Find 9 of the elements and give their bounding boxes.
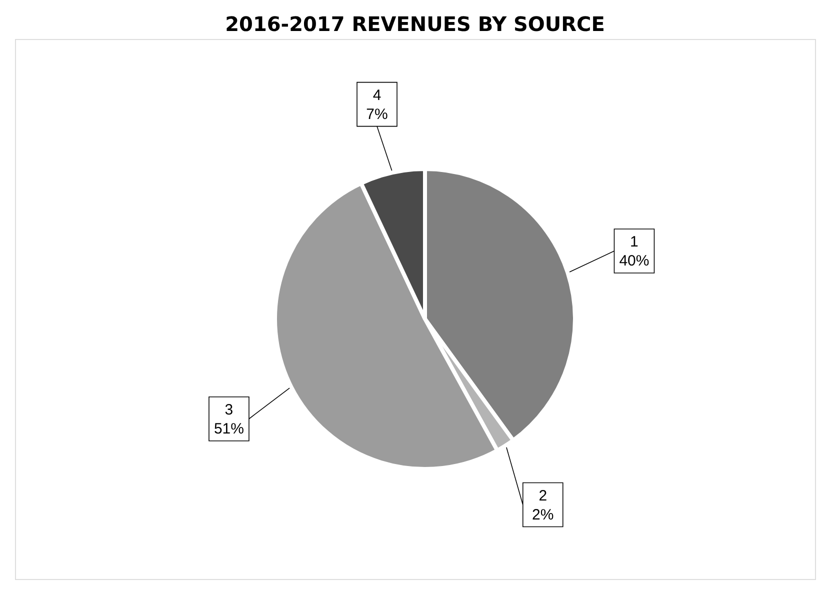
data-label: 40% — [619, 252, 650, 270]
data-label: 51% — [214, 420, 244, 438]
slice-label: 1 — [630, 234, 638, 251]
chart-title: 2016-2017 REVENUES BY SOURCE — [225, 12, 605, 36]
slice-label: 2 — [538, 487, 548, 504]
data-label: 2% — [532, 506, 554, 524]
slice-label: 3 — [224, 401, 234, 418]
data-label: 7% — [366, 106, 388, 123]
slice-label: 4 — [372, 86, 382, 104]
